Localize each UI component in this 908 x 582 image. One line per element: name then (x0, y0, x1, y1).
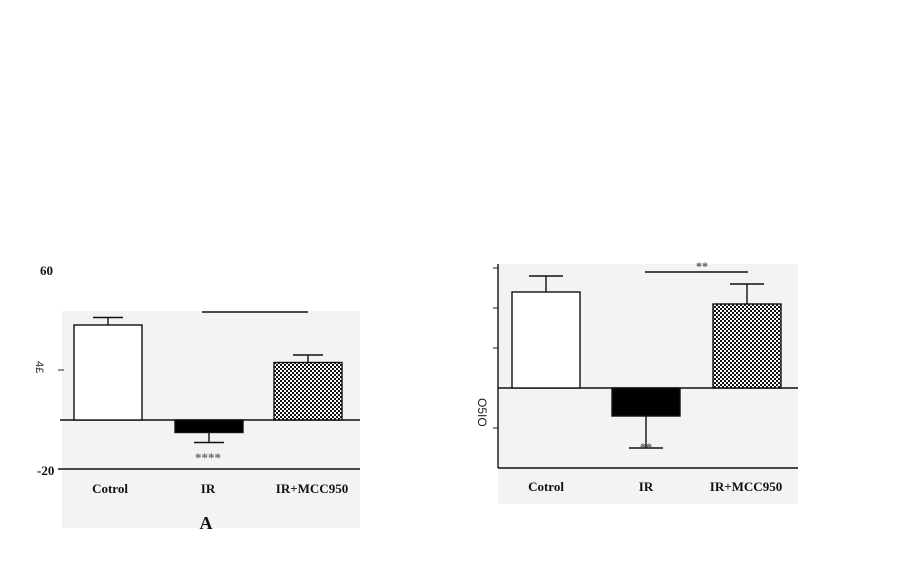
panel-a-category-label-1: IR (201, 481, 216, 496)
panel-b-annotation-ir: ** (640, 440, 652, 454)
panel-b-y-axis-glyph: O5IO (475, 398, 489, 427)
panel-b-ytick-marks (493, 267, 498, 429)
panel-b-category-label-2: IR+MCC950 (710, 479, 782, 494)
panel-b-bar-2 (712, 303, 782, 389)
panel-a-letter: A (200, 513, 213, 533)
panel-a-chart: 60 -20 4£ **** Cotrol IR IR+MCC950 A (33, 263, 360, 533)
panel-b-bars (511, 275, 782, 449)
panel-b-bracket-annotation: ** (696, 259, 708, 273)
panel-a-bar-0 (73, 324, 143, 421)
panel-a-ytick-top: 60 (40, 263, 53, 278)
panel-b-category-label-1: IR (639, 479, 654, 494)
panel-a-ytick-bottom: -20 (37, 463, 54, 478)
panel-a-bar-1 (174, 419, 244, 434)
panel-a-category-label-2: IR+MCC950 (276, 481, 348, 496)
panel-a-bar-2 (273, 361, 343, 421)
panel-a-y-axis-glyph: 4£ (33, 361, 45, 373)
panel-b-category-label-0: Cotrol (528, 479, 564, 494)
panel-a-annotation-ir: **** (195, 450, 221, 465)
panel-b-bar-1 (611, 387, 681, 417)
panel-b-chart: O5IO ** ** Cotrol IR IR+MCC950 (475, 259, 798, 504)
panel-b-bar-0 (511, 291, 581, 389)
panel-a-category-label-0: Cotrol (92, 481, 128, 496)
panel-a-bars (73, 316, 343, 444)
